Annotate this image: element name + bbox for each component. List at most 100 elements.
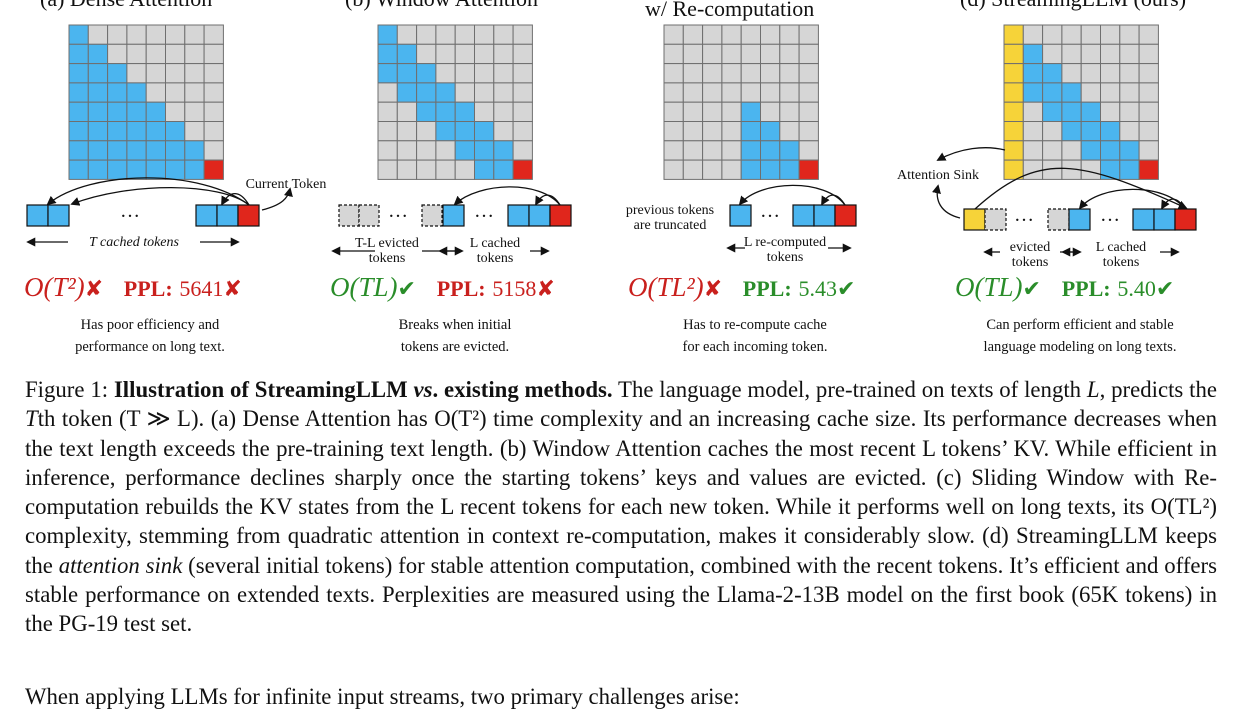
caption-L: L — [1086, 377, 1100, 402]
attention-cell — [165, 140, 186, 161]
attention-cell — [165, 24, 186, 45]
panel-d-desc-1: Can perform efficient and stable — [986, 317, 1174, 333]
attention-cell — [779, 82, 800, 103]
attention-cell — [721, 101, 742, 122]
panel-a-label: T cached tokens — [89, 235, 179, 250]
attention-cell — [779, 63, 800, 84]
attention-cell — [435, 121, 456, 142]
attention-cell — [682, 24, 704, 45]
attention-cell — [779, 140, 800, 161]
panel-d-cost: O(TL) — [955, 272, 1023, 302]
attention-cell — [798, 121, 819, 142]
attention-cell — [184, 159, 205, 180]
caption-text-4: (several initial tokens) for stable atte… — [25, 552, 1217, 637]
attention-cell — [493, 82, 514, 103]
attention-cell — [416, 121, 437, 142]
attention-cell — [145, 140, 166, 161]
panel-c-label-recomp: L re-computed — [743, 235, 827, 250]
attention-cell — [779, 24, 800, 45]
attention-cell — [1100, 121, 1121, 142]
panel-b-ppl-value: 5158 — [492, 276, 537, 301]
attention-cell — [798, 63, 819, 84]
attention-cell — [740, 43, 762, 65]
attention-cell — [377, 101, 398, 122]
attention-cell — [512, 121, 533, 142]
attention-cell — [107, 24, 128, 45]
attention-cell — [184, 63, 205, 84]
attention-cell — [454, 24, 476, 45]
panel-a-cost: O(T²) — [24, 272, 85, 302]
attention-cell — [203, 159, 224, 180]
attention-cell — [1061, 140, 1082, 161]
attention-cell — [87, 24, 109, 45]
attention-cell — [663, 82, 684, 103]
attention-cell — [1138, 24, 1159, 45]
attention-cell — [474, 24, 495, 45]
attention-cell — [721, 24, 742, 45]
attention-cell — [1061, 43, 1082, 65]
figure-diagram — [26, 24, 1197, 257]
attention-cell — [145, 82, 166, 103]
attention-cell — [1119, 140, 1140, 161]
attention-cell — [126, 121, 147, 142]
attention-cell — [416, 140, 437, 161]
attention-cell — [396, 121, 418, 142]
attention-cell — [779, 101, 800, 122]
attention-cell — [1080, 140, 1101, 161]
attention-cell — [68, 140, 89, 161]
attention-cell — [184, 140, 205, 161]
panel-b-ppl-label: PPL: — [436, 276, 486, 301]
attention-cell — [145, 43, 166, 65]
ellipsis-a: … — [120, 200, 140, 222]
attention-cell — [107, 101, 128, 122]
attention-cell — [396, 140, 418, 161]
attention-cell — [107, 63, 128, 84]
attention-cell — [1119, 63, 1140, 84]
panel-b-label-cached: L cached — [469, 236, 521, 251]
attention-cell — [377, 121, 398, 142]
panel-d-label-cached: L cached — [1095, 240, 1147, 255]
attention-cell — [682, 101, 704, 122]
attention-cell — [396, 63, 418, 84]
attention-cell — [126, 101, 147, 122]
attention-cell — [435, 101, 456, 122]
attention-cell — [435, 140, 456, 161]
attention-cell — [1003, 82, 1024, 103]
attention-cell — [1138, 63, 1159, 84]
panel-a-grid — [68, 24, 224, 180]
attention-cell — [68, 43, 89, 65]
attention-cell — [512, 82, 533, 103]
attention-cell — [165, 159, 186, 180]
panel-d-callout: Attention Sink — [896, 168, 980, 183]
attention-cell — [435, 24, 456, 45]
attention-cell — [435, 63, 456, 84]
attention-cell — [663, 140, 684, 161]
attention-cell — [416, 43, 437, 65]
attention-cell — [474, 82, 495, 103]
attention-cell — [663, 24, 684, 45]
attention-cell — [760, 101, 781, 122]
attention-cell — [493, 63, 514, 84]
attention-cell — [1100, 43, 1121, 65]
attention-cell — [1042, 82, 1063, 103]
attention-cell — [760, 82, 781, 103]
attention-cell — [1061, 121, 1082, 142]
caption-text-3: th token (T ≫ L). (a) Dense Attention ha… — [25, 406, 1217, 578]
attention-cell — [377, 140, 398, 161]
attention-cell — [779, 159, 800, 180]
attention-cell — [68, 159, 89, 180]
attention-cell — [779, 121, 800, 142]
attention-cell — [493, 43, 514, 65]
caption-text-1: The language model, pre-trained on texts… — [612, 377, 1087, 402]
attention-cell — [663, 159, 684, 180]
attention-cell — [1138, 82, 1159, 103]
attention-cell — [474, 159, 495, 180]
panel-c-label-trunc: previous tokens — [625, 203, 715, 218]
attention-cell — [740, 82, 762, 103]
panel-b-label-evicted-2: tokens — [368, 251, 406, 266]
attention-cell — [1138, 140, 1159, 161]
attention-cell — [1100, 63, 1121, 84]
attention-cell — [1138, 159, 1159, 180]
attention-cell — [107, 43, 128, 65]
attention-cell — [682, 159, 704, 180]
